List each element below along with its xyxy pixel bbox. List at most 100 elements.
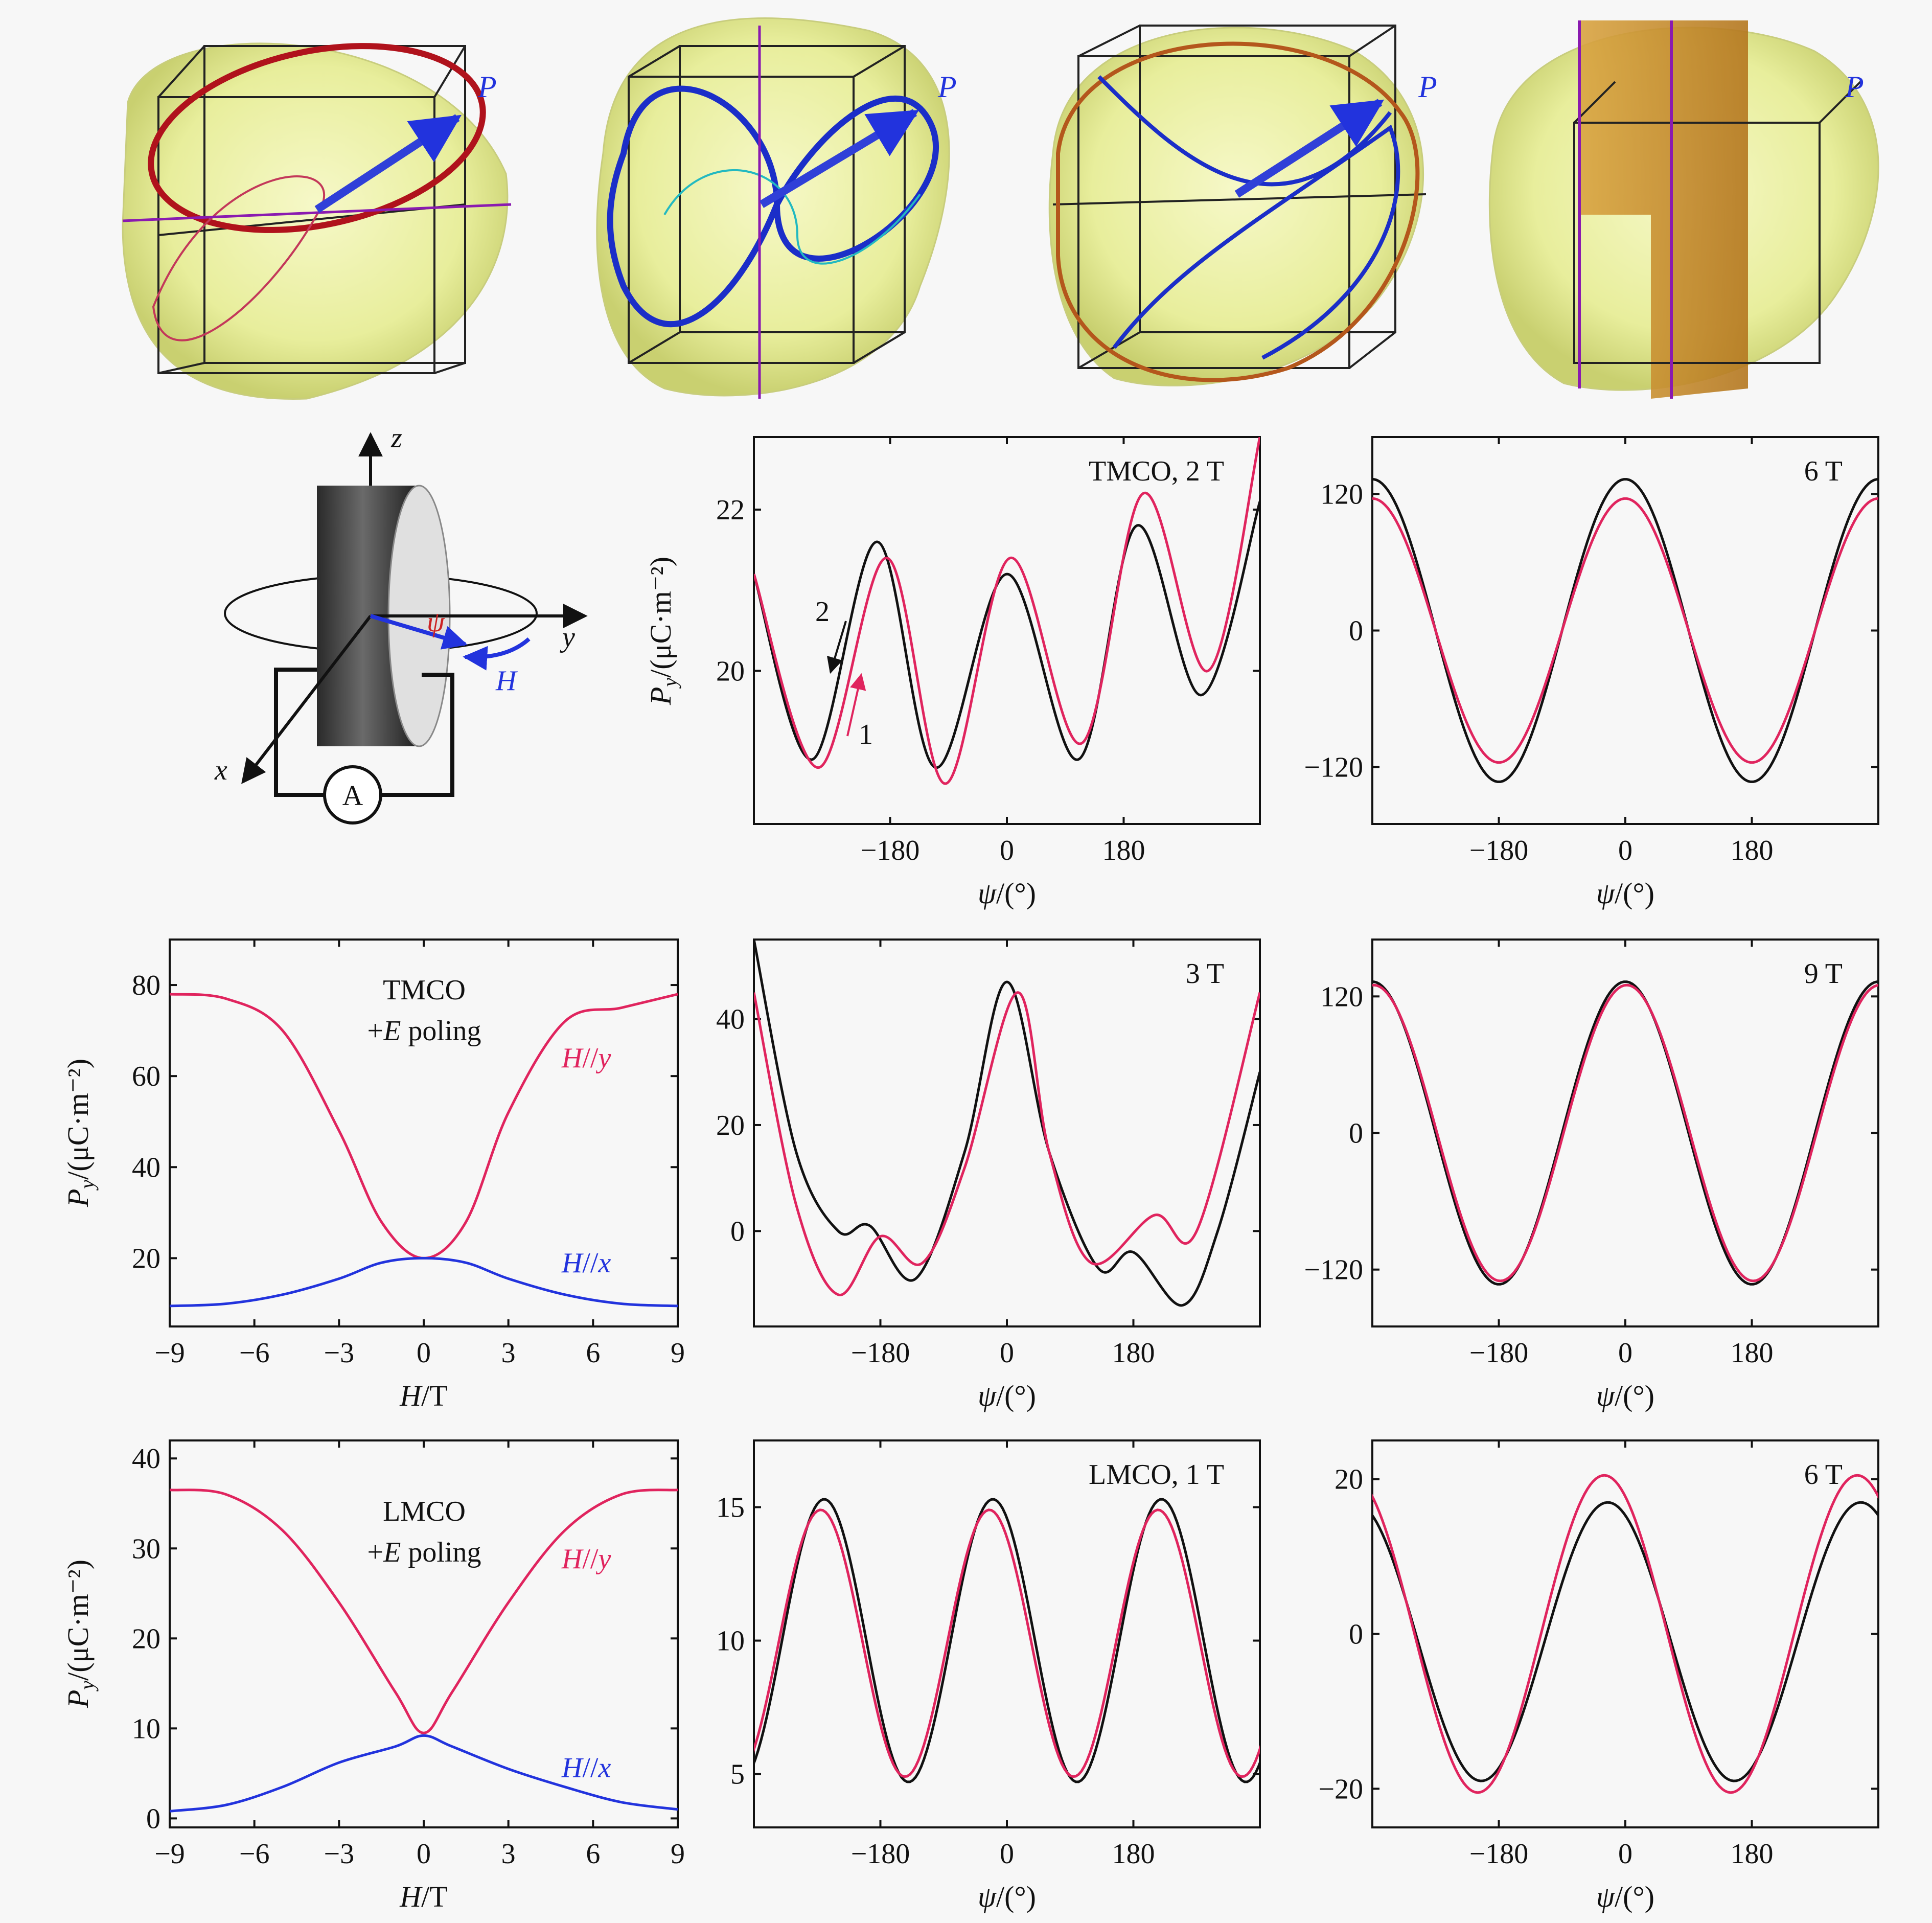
poling-field: E [383, 1537, 401, 1568]
series-label-axis: y [595, 1042, 611, 1074]
y-tick-label: 0 [1349, 1619, 1363, 1651]
chart-tmco-3T: −180 0 180 0 20 40 ψ/(°) 3 T [716, 938, 1261, 1412]
x-tick-label: 180 [1102, 835, 1145, 866]
series-label: H//y [561, 1543, 611, 1575]
x-axis-title: ψ/(°) [1596, 1880, 1654, 1913]
poling-label: +E poling [367, 1537, 481, 1568]
poling-suffix: poling [401, 1537, 481, 1568]
rotation-arrow [463, 637, 531, 671]
x-axis-title: ψ/(°) [978, 877, 1036, 910]
x-tick-label: 3 [501, 1337, 516, 1369]
ammeter-icon [323, 765, 382, 825]
surface-panel-2: P [596, 17, 957, 399]
angle-label: ψ [427, 606, 445, 638]
y-tick-label: 20 [716, 655, 745, 687]
cube-wireframe [628, 45, 906, 364]
y-axis-label: y [560, 622, 575, 653]
plot-frame [753, 1439, 1261, 1828]
x-tick-label: 0 [1618, 1337, 1632, 1369]
series-line-black [754, 1498, 1260, 1783]
orange-trajectory [1056, 41, 1420, 382]
y-tick-label: 120 [1320, 981, 1363, 1013]
y-tick-label: 0 [146, 1803, 160, 1835]
x-axis-arrow [241, 615, 372, 784]
panel-annotation: LMCO, 1 T [1089, 1459, 1224, 1491]
series-line-h-x [170, 1256, 678, 1308]
series-line-black [1372, 1501, 1878, 1782]
x-axis-title-symbol: ψ [1596, 877, 1615, 910]
y-axis-title: Py/(μC·m⁻²) [61, 1059, 99, 1207]
y-tick-label: 60 [132, 1061, 160, 1092]
panel-annotation: 3 T [1186, 958, 1224, 990]
x-tick-label: 180 [1731, 835, 1774, 866]
series-label: H//x [561, 1752, 611, 1784]
experiment-schematic: z y x ψ H A [214, 422, 588, 825]
x-axis-title-unit: /(°) [1615, 877, 1654, 910]
x-tick-label: −3 [324, 1838, 355, 1870]
y-axis-title-unit: /(μC·m⁻²) [61, 1560, 95, 1681]
blue-trajectory [1097, 75, 1400, 360]
surface-panel-1: P [122, 42, 512, 400]
x-tick-label: −9 [154, 1838, 185, 1870]
cyan-trajectory [663, 169, 921, 265]
red-trajectory [148, 43, 486, 233]
arrow-1-label: 1 [859, 719, 873, 750]
x-axis-title: ψ/(°) [978, 1880, 1036, 1913]
x-tick-label: 9 [671, 1337, 685, 1369]
y-axis-title-sub: y [658, 678, 681, 689]
x-axis-title-unit: /(°) [996, 1379, 1036, 1412]
x-axis-title-symbol: H [399, 1880, 423, 1913]
series-label-field: H [561, 1247, 584, 1279]
y-axis-title-sub: y [76, 1180, 99, 1191]
x-tick-label: −180 [1469, 1838, 1529, 1870]
x-tick-label: −180 [1469, 1337, 1529, 1369]
series-line-black [754, 940, 1260, 1307]
chart-lmco-vs-H: Py/(μC·m⁻²) LMCO +E poling −9 −6 −3 0 3 6 9010… [61, 1439, 685, 1913]
y-tick-label: 40 [132, 1443, 160, 1475]
series-line-black [1372, 478, 1878, 783]
x-tick-label: −6 [239, 1337, 270, 1369]
x-axis-title-unit: /(°) [996, 1880, 1036, 1913]
y-tick-label: 0 [1349, 1118, 1363, 1150]
x-tick-label: 0 [417, 1838, 431, 1870]
x-tick-label: −3 [324, 1337, 355, 1369]
x-axis-title: H/T [399, 1880, 447, 1913]
circuit-wire [274, 668, 454, 797]
y-tick-label: 5 [730, 1759, 745, 1791]
blue-trajectory [607, 85, 939, 328]
x-tick-label: 9 [671, 1838, 685, 1870]
series-label-axis: x [597, 1752, 611, 1784]
plot-frame [1371, 436, 1879, 825]
x-tick-label: 0 [1618, 835, 1632, 866]
cube-wireframe [1573, 81, 1861, 364]
x-axis-title-unit: /(°) [1615, 1379, 1654, 1412]
x-axis-title-unit: /T [421, 1379, 448, 1412]
x-tick-label: 180 [1731, 1838, 1774, 1870]
y-tick-label: 80 [132, 970, 160, 1001]
series-label-sep: // [582, 1247, 599, 1279]
x-tick-label: 6 [586, 1838, 600, 1870]
cube-wireframe [1052, 25, 1427, 369]
x-tick-label: −9 [154, 1337, 185, 1369]
x-axis-title: H/T [399, 1379, 447, 1412]
y-tick-label: 15 [716, 1492, 745, 1524]
x-tick-label: 0 [1000, 835, 1014, 866]
series-line-black [754, 501, 1260, 769]
poling-prefix: + [367, 1537, 384, 1568]
arrow-1 [846, 673, 866, 737]
y-tick-label: 20 [132, 1243, 160, 1274]
series-label-sep: // [582, 1042, 599, 1074]
series-label-field: H [561, 1752, 584, 1784]
poling-prefix: + [367, 1015, 384, 1047]
x-tick-label: 180 [1112, 1337, 1155, 1369]
poling-label: +E poling [367, 1015, 481, 1047]
chart-lmco-1T: −180 0 180 5 10 15 ψ/(°) LMCO, 1 T [716, 1439, 1261, 1913]
orange-band [1579, 20, 1748, 399]
arrow-2 [826, 621, 847, 674]
arrow-2-label: 2 [815, 596, 830, 628]
x-tick-label: 3 [501, 1838, 516, 1870]
series-label: H//x [561, 1247, 611, 1279]
x-axis-title: ψ/(°) [1596, 877, 1654, 910]
chart-tmco-6T: −180 0 180 −120 0 120 ψ/(°) 6 T [1304, 436, 1879, 910]
